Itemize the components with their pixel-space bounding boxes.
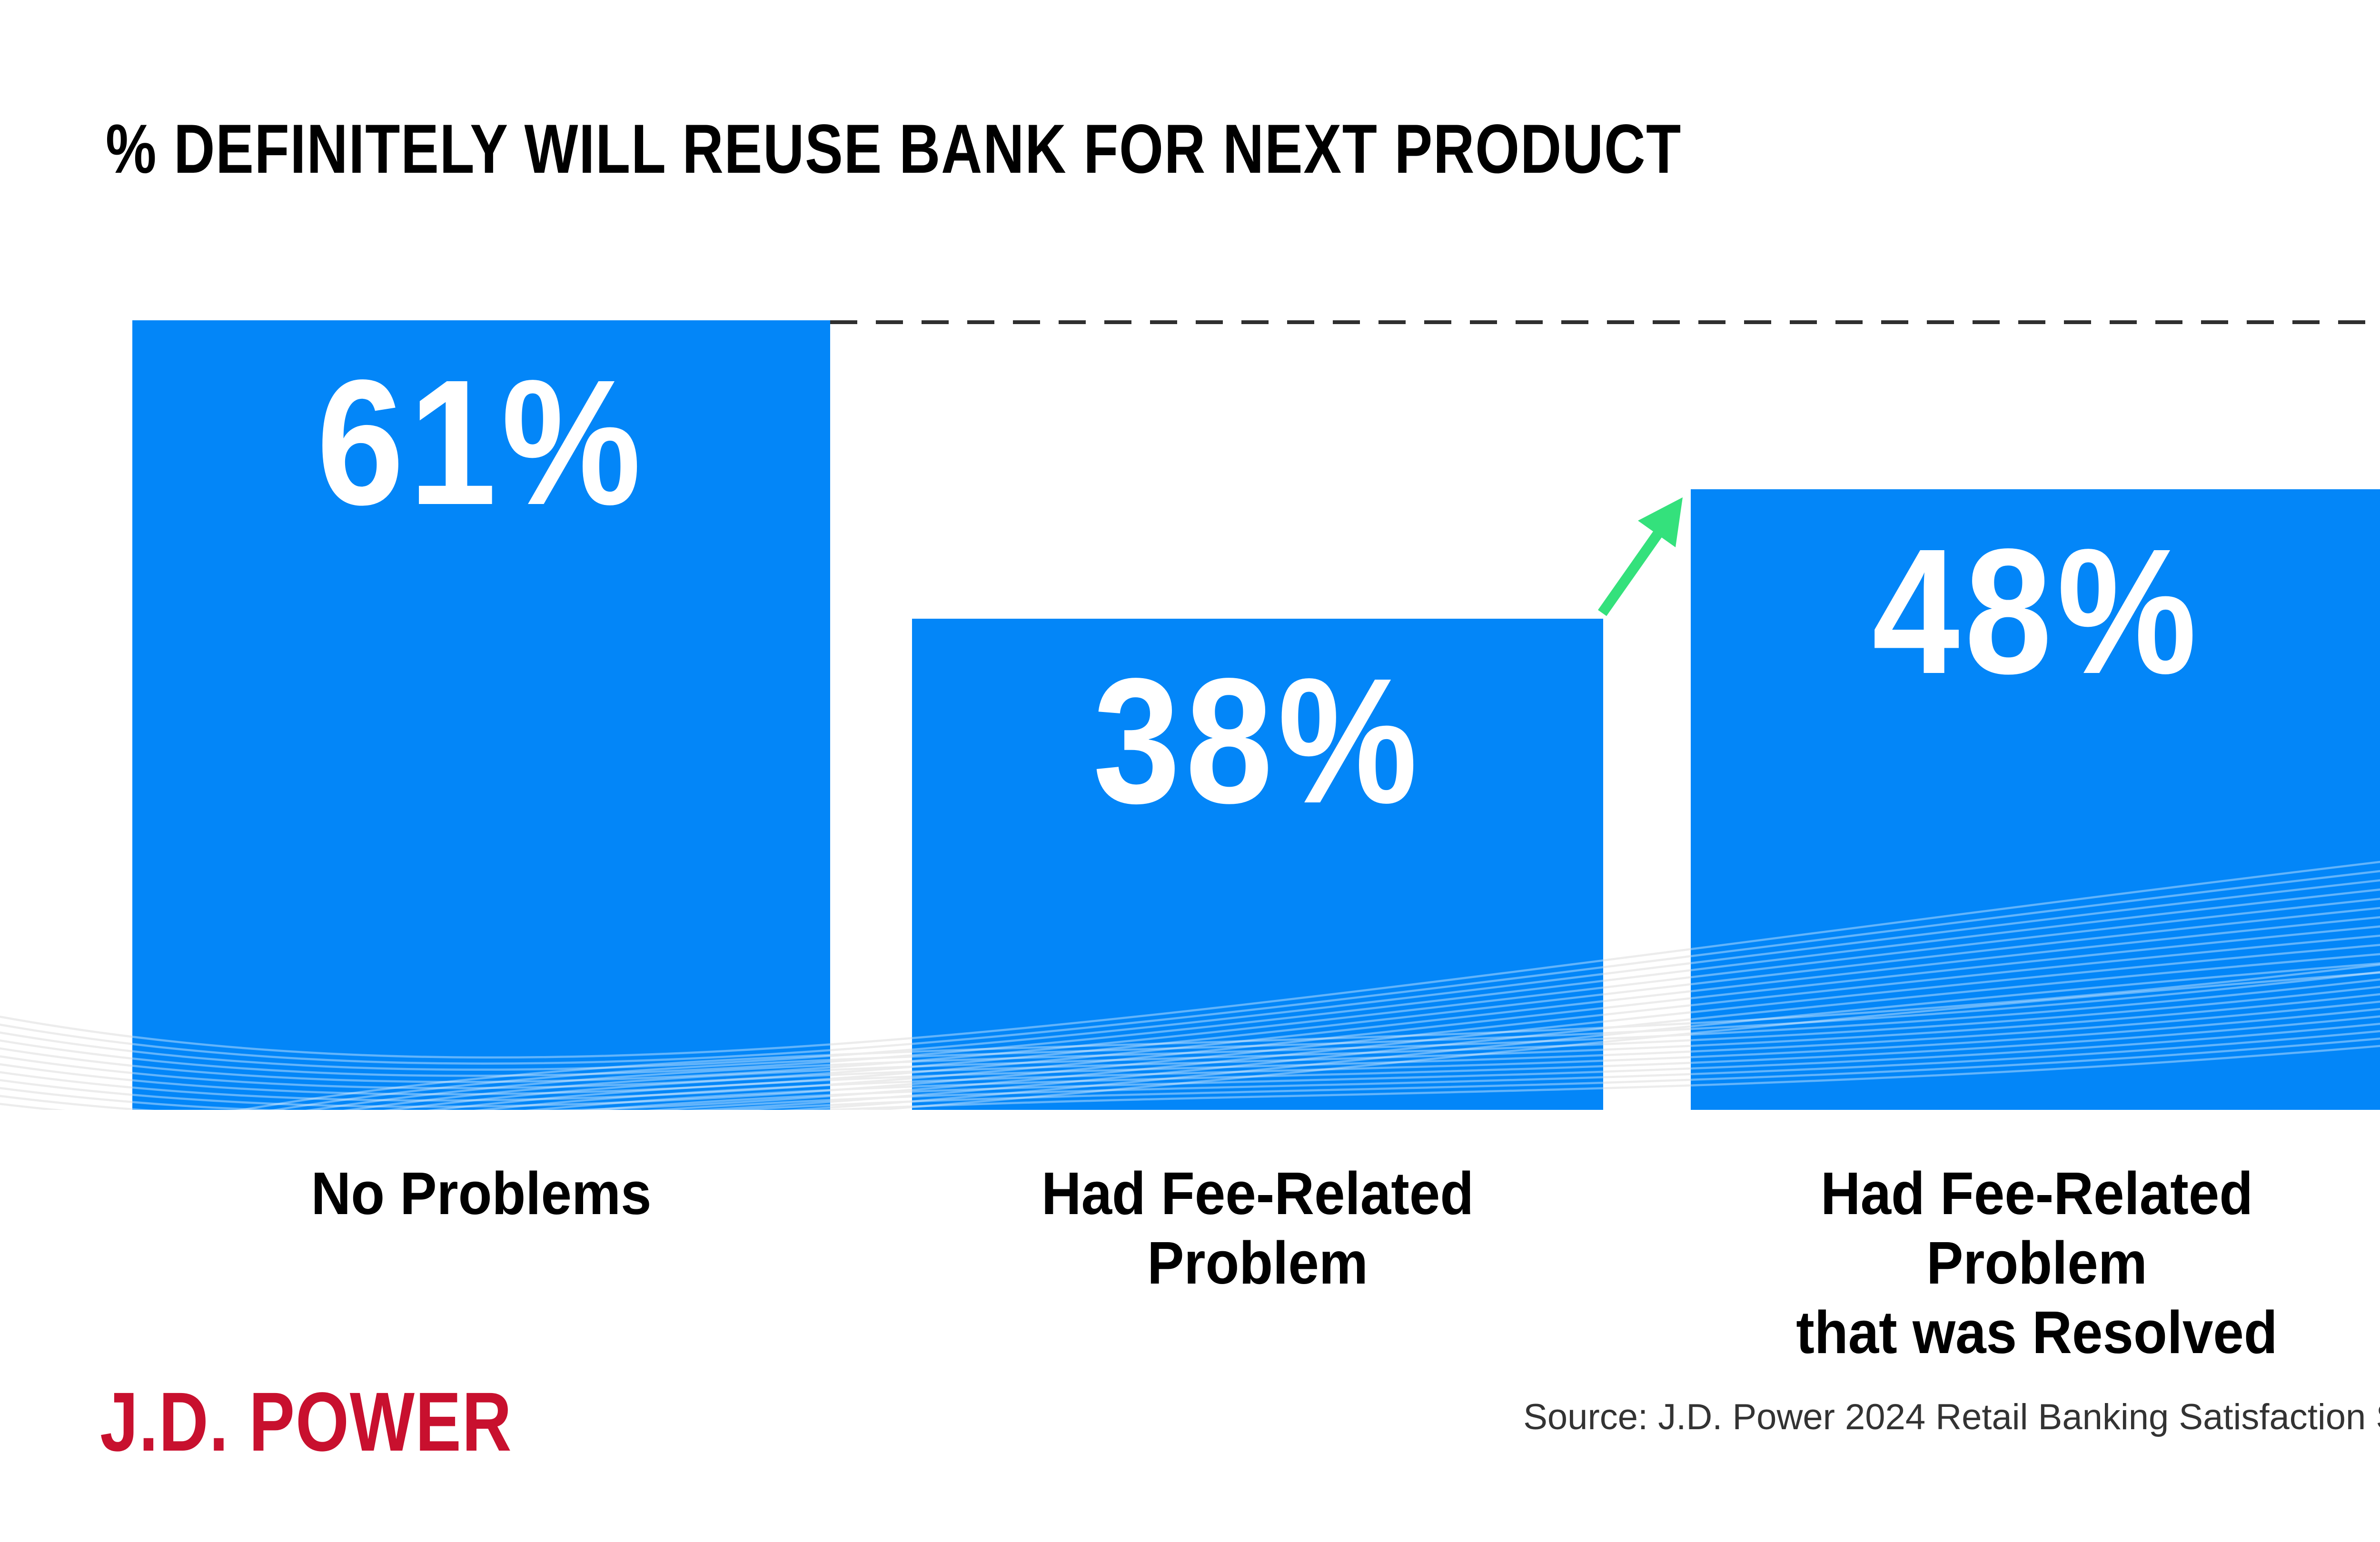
bar-no-problems: 61%: [132, 320, 830, 1110]
category-label-no-problems: No Problems: [311, 1160, 652, 1227]
bar-value-label: 61%: [316, 343, 646, 542]
bar-had-fee-problem: 38%: [912, 619, 1603, 1110]
category-label-had-fee-problem: Had Fee-Related Problem: [1041, 1160, 1474, 1297]
source-attribution: Source: J.D. Power 2024 Retail Banking S…: [1523, 1397, 2380, 1437]
category-label-problem-resolved: Had Fee-Related Problem that was Resolve…: [1796, 1160, 2278, 1366]
bar-value-label: 38%: [1092, 642, 1423, 840]
increase-arrow-head-icon: [1638, 497, 1683, 547]
bar-value-label: 48%: [1872, 512, 2202, 711]
page-title: % DEFINITELY WILL REUSE BANK FOR NEXT PR…: [106, 110, 1682, 188]
increase-arrow-icon: [1597, 530, 1663, 616]
bar-problem-resolved: 48%: [1691, 489, 2380, 1110]
jdpower-logo: J.D. POWER: [100, 1375, 513, 1469]
